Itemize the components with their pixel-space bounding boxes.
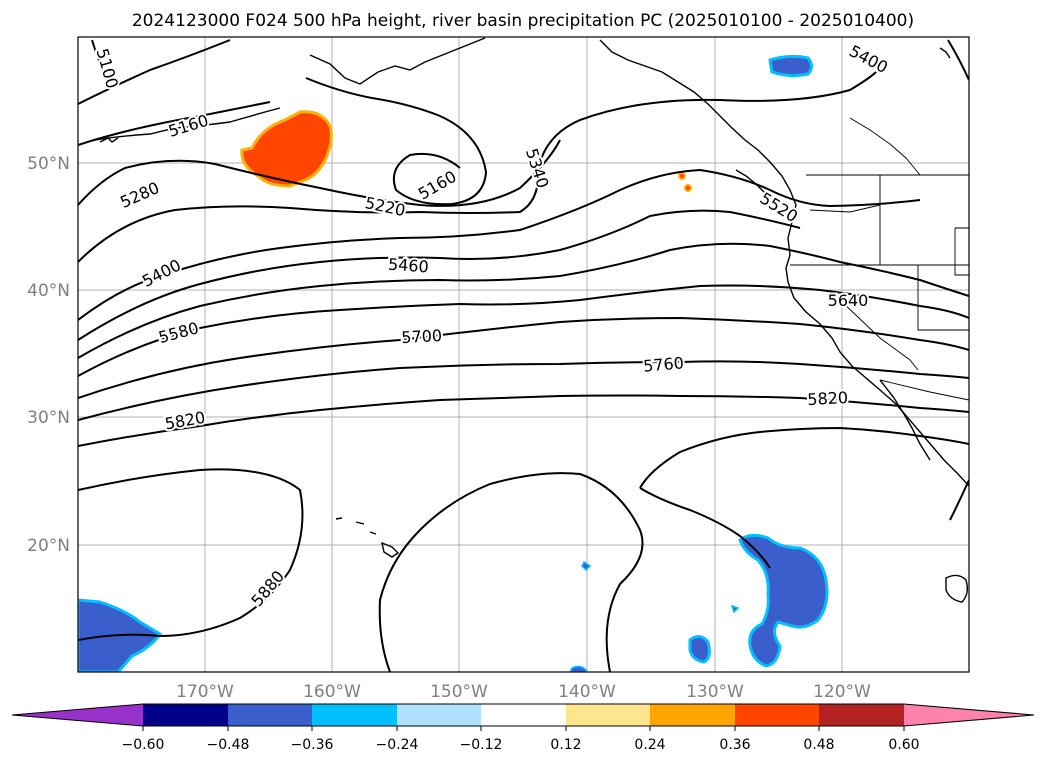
map-background	[78, 37, 969, 672]
lat-label: 40°N	[27, 281, 70, 301]
colorbar-tick-label: 0.36	[719, 737, 750, 753]
colorbar-tick-label: −0.24	[376, 737, 419, 753]
contour-label: 5460	[387, 255, 429, 277]
lon-label: 160°W	[303, 682, 361, 702]
colorbar-segment	[397, 704, 481, 726]
contour-label: 5760	[642, 353, 684, 375]
lon-label: 130°W	[686, 682, 744, 702]
contour-label: 5640	[828, 291, 869, 310]
colorbar-segment	[228, 704, 312, 726]
figure-title: 2024123000 F024 500 hPa height, river ba…	[132, 11, 914, 31]
colorbar-tick-label: −0.60	[122, 737, 165, 753]
longitude-labels: 170°W 160°W 150°W 140°W 130°W 120°W	[176, 682, 871, 702]
lon-label: 140°W	[558, 682, 616, 702]
lat-label: 50°N	[27, 154, 70, 174]
map-panel: 5100 5160 5160 5220 5280 5340 5400 5400 …	[77, 36, 970, 673]
colorbar	[11, 703, 1035, 727]
colorbar-segment	[735, 704, 819, 726]
colorbar-tick-label: 0.60	[888, 737, 919, 753]
colorbar-tick-label: 0.48	[803, 737, 834, 753]
colorbar-ticks: −0.60 −0.48 −0.36 −0.24 −0.12 0.12 0.24 …	[122, 726, 920, 753]
contour-label: 5700	[401, 326, 443, 347]
colorbar-tick-label: −0.12	[460, 737, 503, 753]
lon-label: 120°W	[813, 682, 871, 702]
latitude-labels: 50°N 40°N 30°N 20°N	[27, 154, 70, 556]
political-borders	[790, 117, 969, 401]
colorbar-tick-label: −0.48	[207, 737, 250, 753]
colorbar-segment	[12, 704, 143, 726]
colorbar-segment	[481, 704, 566, 726]
colorbar-segment	[143, 704, 228, 726]
colorbar-tick-label: −0.36	[291, 737, 334, 753]
lon-label: 170°W	[176, 682, 234, 702]
lat-label: 30°N	[27, 408, 70, 428]
colorbar-tick-label: 0.12	[550, 737, 581, 753]
contour-label: 5820	[807, 388, 849, 409]
colorbar-segment	[566, 704, 650, 726]
positive-anomaly-area	[240, 110, 692, 192]
height-contours	[78, 39, 969, 672]
map-border	[77, 36, 970, 673]
lat-label: 20°N	[27, 536, 70, 556]
colorbar-tick-label: 0.24	[634, 737, 665, 753]
colorbar-segment	[904, 704, 1034, 726]
colorbar-segment	[650, 704, 735, 726]
lon-label: 150°W	[430, 682, 488, 702]
colorbar-segment	[312, 704, 397, 726]
colorbar-segment	[819, 704, 904, 726]
